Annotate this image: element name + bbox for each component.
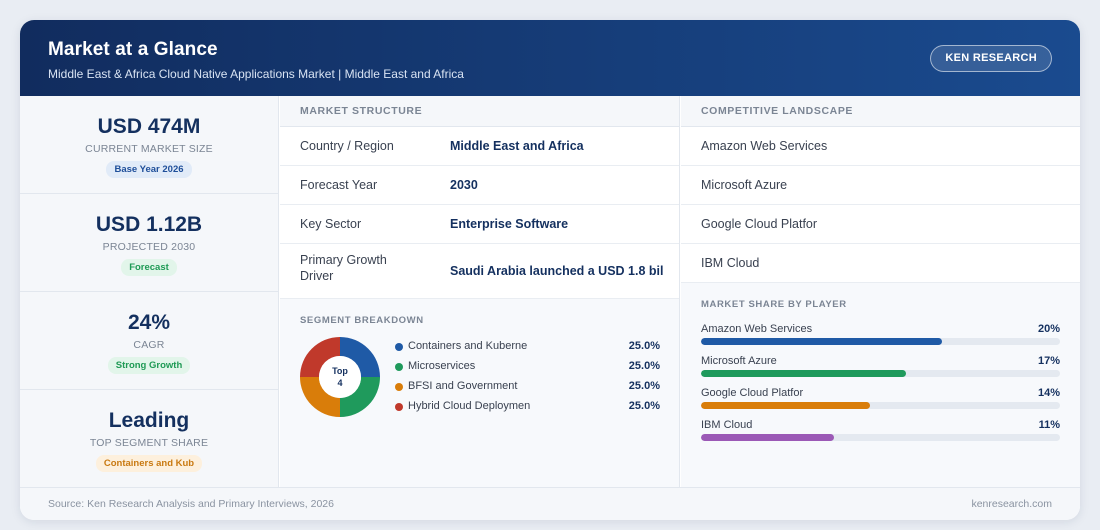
segment-breakdown: SEGMENT BREAKDOWN Top 4 Containers and K… (280, 299, 679, 487)
legend-name: Containers and Kuberne (408, 340, 528, 352)
market-share-bars: Amazon Web Services 20% Microsoft Azure … (701, 323, 1060, 451)
ms-value: 2030 (450, 178, 478, 192)
legend-dot (395, 363, 403, 371)
donut-label-line1: Top (332, 366, 348, 376)
donut-label-line2: 4 (337, 378, 343, 388)
kpi-current-market-size: USD 474M CURRENT MARKET SIZE Base Year 2… (20, 96, 278, 194)
legend-item: Containers and Kuberne 25.0% (395, 339, 660, 359)
kpi-value: USD 1.12B (95, 213, 203, 236)
kpi-projected: USD 1.12B PROJECTED 2030 Forecast (20, 194, 278, 292)
share-bar-track (701, 338, 1060, 345)
share-player-name: Google Cloud Platfor (701, 387, 804, 399)
legend-name: BFSI and Government (408, 380, 518, 392)
legend-dot (395, 383, 403, 391)
share-player-name: Microsoft Azure (701, 355, 777, 367)
legend-pct: 25.0% (628, 380, 660, 392)
market-structure-column: MARKET STRUCTURE Country / Region Middle… (280, 96, 680, 487)
share-bar-track (701, 434, 1060, 441)
share-bar-track (701, 402, 1060, 409)
donut-slice-3 (300, 337, 340, 377)
share-bar-fill (701, 338, 942, 345)
ms-value: Middle East and Africa (450, 139, 584, 153)
kpi-badge: Forecast (121, 259, 177, 276)
legend-item: BFSI and Government 25.0% (395, 379, 660, 399)
donut-hole (319, 356, 361, 398)
market-glance-card: Market at a Glance Middle East & Africa … (20, 20, 1080, 520)
ms-row-region: Country / Region Middle East and Africa (280, 127, 679, 166)
content-body: USD 474M CURRENT MARKET SIZE Base Year 2… (20, 96, 1080, 487)
share-pct: 14% (1037, 387, 1060, 399)
legend-pct: 25.0% (628, 360, 660, 372)
kpi-column: USD 474M CURRENT MARKET SIZE Base Year 2… (20, 96, 279, 487)
share-bar-item: Google Cloud Platfor 14% (701, 387, 1060, 419)
share-bar-fill (701, 434, 834, 441)
kpi-label: TOP SEGMENT SHARE (89, 437, 209, 449)
ms-value: Saudi Arabia launched a USD 1.8 bil (450, 264, 664, 278)
kpi-badge: Containers and Kub (95, 455, 203, 472)
share-player-name: Amazon Web Services (701, 323, 813, 335)
kpi-top-segment: Leading TOP SEGMENT SHARE Containers and… (20, 390, 278, 488)
kpi-value: Leading (108, 409, 190, 432)
legend-item: Microservices 25.0% (395, 359, 660, 379)
ms-value: Enterprise Software (450, 217, 569, 231)
ms-key: Primary Growth Driver (300, 253, 387, 283)
kpi-label: PROJECTED 2030 (102, 241, 196, 253)
legend-name: Hybrid Cloud Deploymen (408, 400, 531, 412)
player-row: Microsoft Azure (681, 166, 1080, 205)
page-subtitle: Middle East & Africa Cloud Native Applic… (48, 67, 464, 81)
ms-key: Forecast Year (300, 178, 378, 192)
legend-pct: 25.0% (628, 340, 660, 352)
share-pct: 20% (1037, 323, 1060, 335)
page-title: Market at a Glance (48, 39, 218, 60)
competitive-landscape-heading: COMPETITIVE LANDSCAPE (681, 96, 1080, 127)
footer-source: Source: Ken Research Analysis and Primar… (48, 498, 334, 510)
segment-legend: Containers and Kuberne 25.0% Microservic… (395, 339, 660, 419)
legend-dot (395, 343, 403, 351)
legend-pct: 25.0% (628, 400, 660, 412)
legend-dot (395, 403, 403, 411)
ms-row-forecast-year: Forecast Year 2030 (280, 166, 679, 205)
ms-row-key-sector: Key Sector Enterprise Software (280, 205, 679, 244)
kpi-cagr: 24% CAGR Strong Growth (20, 292, 278, 390)
footer-site-link[interactable]: kenresearch.com (971, 498, 1052, 510)
market-share-heading: MARKET SHARE BY PLAYER (701, 299, 847, 310)
ms-key: Key Sector (300, 217, 362, 231)
kpi-label: CAGR (133, 339, 165, 351)
donut-slice-2 (300, 377, 340, 417)
player-row: Google Cloud Platfor (681, 205, 1080, 244)
footer: Source: Ken Research Analysis and Primar… (20, 487, 1080, 520)
player-row: Amazon Web Services (681, 127, 1080, 166)
donut-slice-0 (340, 337, 380, 377)
competitive-landscape-column: COMPETITIVE LANDSCAPE Amazon Web Service… (681, 96, 1080, 487)
share-bar-fill (701, 402, 870, 409)
share-player-name: IBM Cloud (701, 419, 753, 431)
share-bar-track (701, 370, 1060, 377)
donut-slice-1 (340, 377, 380, 417)
kpi-label: CURRENT MARKET SIZE (85, 143, 213, 155)
legend-item: Hybrid Cloud Deploymen 25.0% (395, 399, 660, 419)
header: Market at a Glance Middle East & Africa … (20, 20, 1080, 96)
ms-row-growth-driver: Primary Growth Driver Saudi Arabia launc… (280, 244, 679, 299)
share-bar-item: Microsoft Azure 17% (701, 355, 1060, 387)
segment-breakdown-heading: SEGMENT BREAKDOWN (300, 315, 424, 326)
share-bar-item: Amazon Web Services 20% (701, 323, 1060, 355)
kpi-value: 24% (127, 311, 171, 334)
share-pct: 11% (1038, 419, 1060, 431)
share-pct: 17% (1037, 355, 1060, 367)
ken-research-button[interactable]: KEN RESEARCH (930, 45, 1052, 72)
market-structure-heading: MARKET STRUCTURE (280, 96, 679, 127)
donut-center-label: Top 4 (320, 365, 360, 389)
kpi-badge: Base Year 2026 (106, 161, 192, 178)
kpi-badge: Strong Growth (107, 357, 191, 374)
share-bar-fill (701, 370, 906, 377)
share-bar-item: IBM Cloud 11% (701, 419, 1060, 451)
kpi-value: USD 474M (97, 115, 201, 138)
segment-donut-chart (300, 337, 380, 417)
ms-key: Country / Region (300, 139, 394, 153)
market-share-section: MARKET SHARE BY PLAYER Amazon Web Servic… (681, 283, 1080, 487)
legend-name: Microservices (408, 360, 476, 372)
player-row: IBM Cloud (681, 244, 1080, 283)
